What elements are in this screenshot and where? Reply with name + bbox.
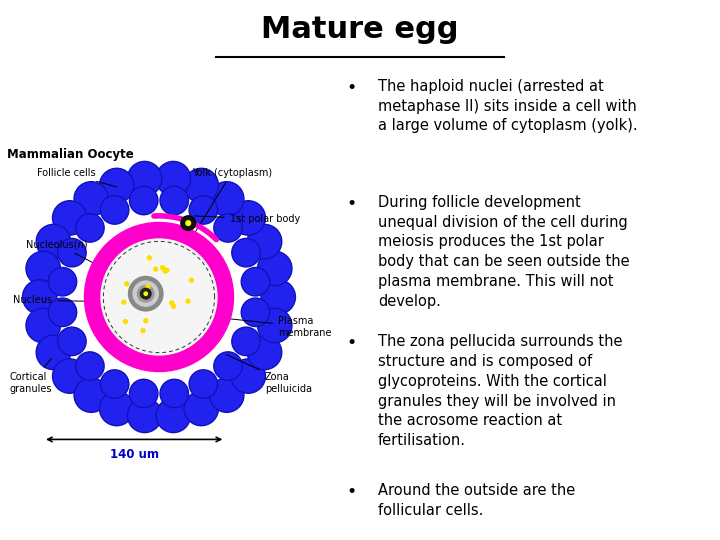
Circle shape <box>123 320 127 323</box>
Circle shape <box>214 214 243 242</box>
Circle shape <box>125 282 129 286</box>
Circle shape <box>36 335 71 370</box>
Circle shape <box>101 239 217 355</box>
Text: Plasma
membrane: Plasma membrane <box>214 316 332 338</box>
Text: •: • <box>347 483 357 501</box>
Circle shape <box>100 370 129 399</box>
Circle shape <box>165 268 168 272</box>
Circle shape <box>76 352 104 380</box>
Circle shape <box>258 308 292 343</box>
Circle shape <box>22 280 57 314</box>
Circle shape <box>48 298 77 327</box>
Circle shape <box>186 299 190 303</box>
Circle shape <box>76 214 104 242</box>
Circle shape <box>160 379 189 408</box>
Circle shape <box>146 285 150 289</box>
Circle shape <box>148 256 151 260</box>
Circle shape <box>156 161 191 196</box>
Text: Nucleolus(n): Nucleolus(n) <box>27 239 137 286</box>
Text: Nucleus: Nucleus <box>13 295 130 305</box>
Text: Cortical
granules: Cortical granules <box>10 359 53 394</box>
Circle shape <box>248 335 282 370</box>
Circle shape <box>58 327 86 356</box>
Text: •: • <box>347 195 357 213</box>
Circle shape <box>140 288 151 299</box>
Circle shape <box>161 266 165 269</box>
Text: Zona
pelluicida: Zona pelluicida <box>226 354 312 394</box>
Circle shape <box>214 352 243 380</box>
Circle shape <box>241 298 270 327</box>
Circle shape <box>189 195 217 224</box>
Circle shape <box>142 295 145 299</box>
Text: The haploid nuclei (arrested at
metaphase II) sits inside a cell with
a large vo: The haploid nuclei (arrested at metaphas… <box>378 79 637 133</box>
Text: Mature egg: Mature egg <box>261 15 459 44</box>
Circle shape <box>74 181 109 216</box>
Circle shape <box>189 370 217 399</box>
Circle shape <box>184 168 218 202</box>
Circle shape <box>170 301 174 305</box>
Text: Yolk (cytoplasm): Yolk (cytoplasm) <box>177 168 272 261</box>
Circle shape <box>210 181 244 216</box>
Circle shape <box>231 201 266 235</box>
Circle shape <box>53 201 87 235</box>
Circle shape <box>100 195 129 224</box>
Circle shape <box>241 267 270 296</box>
Circle shape <box>231 359 266 393</box>
Text: The zona pellucida surrounds the
structure and is composed of
glycoproteins. Wit: The zona pellucida surrounds the structu… <box>378 334 622 448</box>
Circle shape <box>186 221 191 225</box>
Circle shape <box>232 238 260 267</box>
Circle shape <box>84 222 233 372</box>
Text: Follicle cells: Follicle cells <box>37 168 117 187</box>
Circle shape <box>122 300 126 304</box>
Text: Around the outside are the
follicular cells.: Around the outside are the follicular ce… <box>378 483 575 517</box>
Circle shape <box>26 251 60 286</box>
Circle shape <box>181 216 196 231</box>
Text: 140 um: 140 um <box>109 448 158 461</box>
Text: •: • <box>347 334 357 352</box>
Circle shape <box>248 224 282 259</box>
Circle shape <box>258 251 292 286</box>
Circle shape <box>74 378 109 413</box>
Circle shape <box>26 308 60 343</box>
Circle shape <box>189 278 194 282</box>
Circle shape <box>130 379 158 408</box>
Circle shape <box>127 161 162 196</box>
Circle shape <box>128 276 163 311</box>
Circle shape <box>58 238 86 267</box>
Text: Mammalian Oocyte: Mammalian Oocyte <box>6 148 133 161</box>
Circle shape <box>141 329 145 333</box>
Circle shape <box>160 186 189 215</box>
Text: 1st polar body: 1st polar body <box>194 214 300 224</box>
Circle shape <box>144 292 148 295</box>
Text: •: • <box>347 79 357 97</box>
Circle shape <box>36 224 71 259</box>
Circle shape <box>99 392 134 426</box>
Circle shape <box>130 186 158 215</box>
Circle shape <box>154 267 158 271</box>
Circle shape <box>171 305 176 308</box>
Circle shape <box>138 286 154 302</box>
Circle shape <box>156 398 191 433</box>
Circle shape <box>127 398 162 433</box>
Circle shape <box>144 319 148 323</box>
Circle shape <box>163 269 167 273</box>
Circle shape <box>133 281 158 306</box>
Circle shape <box>232 327 260 356</box>
Circle shape <box>210 378 244 413</box>
Circle shape <box>99 168 134 202</box>
Circle shape <box>53 359 87 393</box>
Circle shape <box>48 267 77 296</box>
Text: During follicle development
unequal division of the cell during
meiosis produces: During follicle development unequal divi… <box>378 195 629 309</box>
Circle shape <box>184 392 218 426</box>
Circle shape <box>261 280 295 314</box>
